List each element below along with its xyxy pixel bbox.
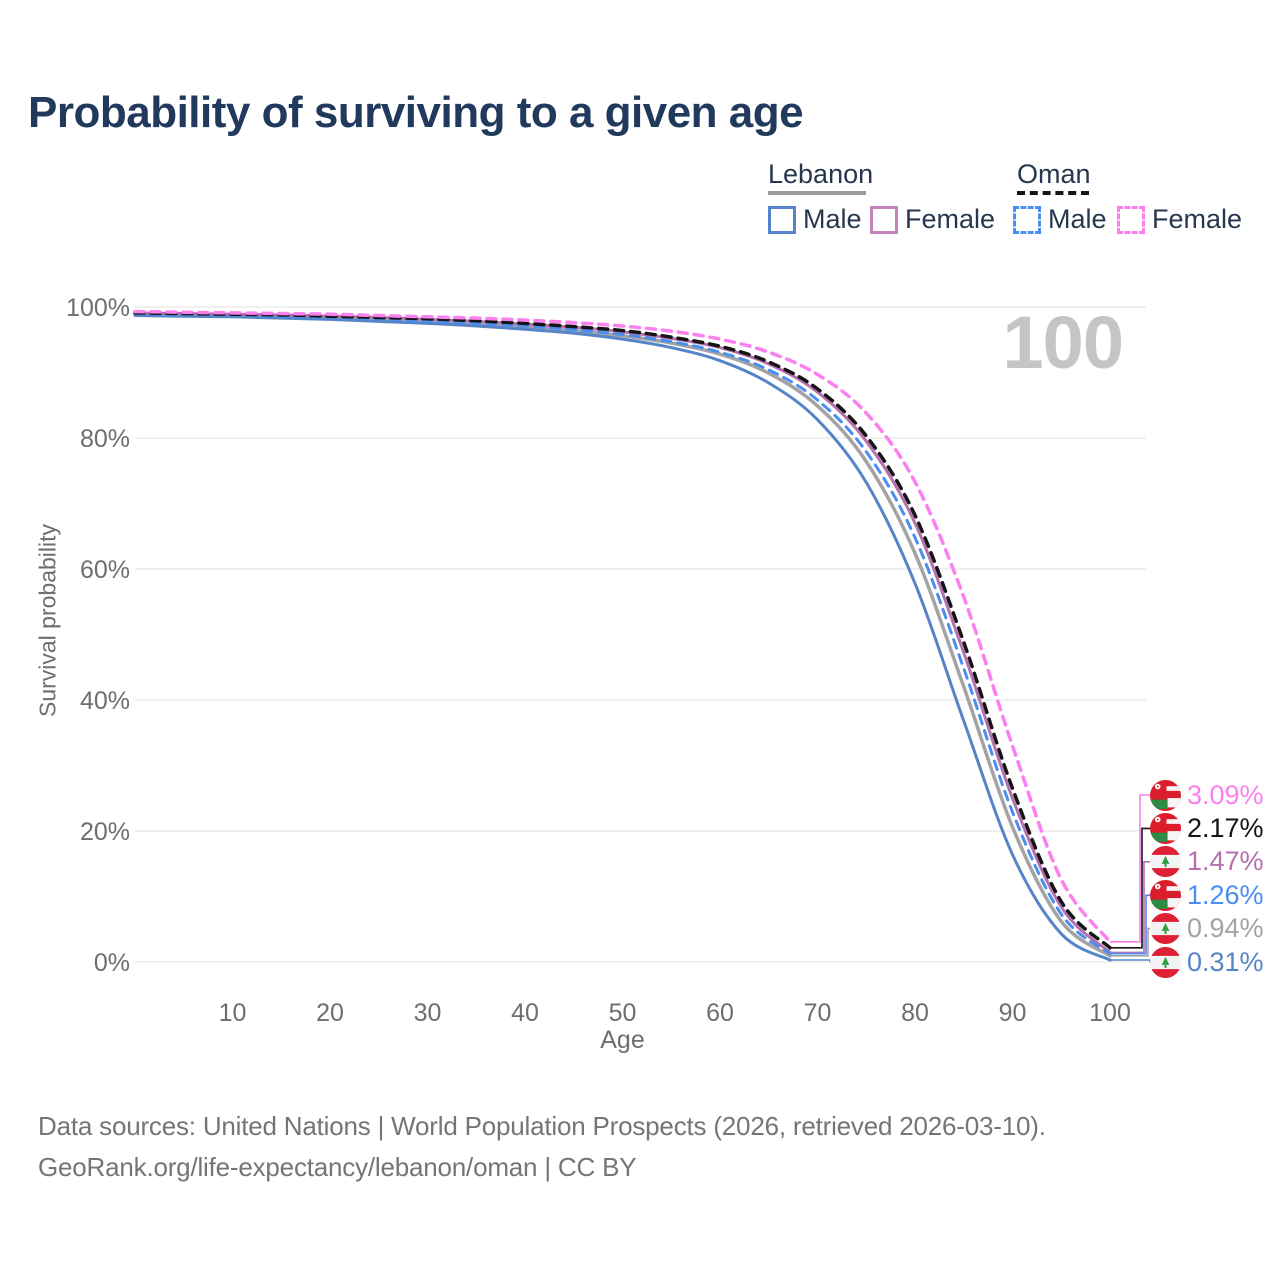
curve-oman-both-sexes [133,311,1112,950]
legend-item-oman-female[interactable]: Female [1117,204,1242,235]
lebanon-flag-icon [1150,846,1181,878]
svg-text:60%: 60% [80,556,130,584]
x-axis-tick-labels: 10 20 30 40 50 60 70 80 90 100 [219,999,1131,1027]
page-title: Probability of surviving to a given age [28,88,804,137]
series-end-label-lebanon-female: 1.47% [1150,845,1264,879]
age-counter-watermark: 100 [1002,301,1124,384]
svg-text:40%: 40% [80,687,130,715]
curve-lebanon-female [133,311,1112,954]
oman-female-swatch-icon[interactable] [1117,205,1145,234]
gridlines [135,306,1146,963]
legend-item-label: Female [905,204,996,234]
lebanon-flag-icon [1150,946,1181,978]
lebanon-line-sample [768,191,866,196]
lebanon-female-swatch-icon[interactable] [870,205,898,234]
lebanon-flag-icon [1150,913,1181,945]
svg-text:60: 60 [706,999,734,1027]
legend-item-label: Male [803,204,862,234]
legend-item-label: Male [1048,204,1107,234]
end-value-label: 2.17% [1187,812,1264,843]
legend-group-lebanon: Lebanon [768,159,874,196]
curve-lebanon-male [133,314,1112,962]
end-value-label: 1.47% [1187,846,1264,877]
svg-text:20: 20 [316,999,344,1027]
svg-text:80: 80 [901,999,929,1027]
legend-country-oman: Oman [1017,159,1091,189]
end-value-label: 1.26% [1187,879,1264,910]
series-end-label-lebanon-male: 0.31% [1150,945,1264,979]
svg-text:20%: 20% [80,818,130,846]
lebanon-male-swatch-icon[interactable] [768,205,796,234]
svg-text:100: 100 [1089,999,1131,1027]
svg-text:40: 40 [511,999,539,1027]
svg-text:100%: 100% [66,294,130,322]
svg-text:90: 90 [999,999,1027,1027]
svg-text:10: 10 [219,999,247,1027]
source-url-line: GeoRank.org/life-expectancy/lebanon/oman… [38,1152,637,1182]
footer-attribution: Data sources: United Nations | World Pop… [38,1106,1046,1188]
curve-oman-male [133,312,1112,956]
y-axis-tick-labels: 0% 20% 40% 60% 80% 100% [66,294,130,977]
oman-flag-icon [1150,779,1181,811]
survival-curves [133,309,1112,962]
end-value-label: 0.94% [1187,913,1264,944]
end-value-label: 0.31% [1187,946,1264,977]
end-label-connectors [1110,794,1152,963]
oman-flag-icon [1150,879,1181,911]
series-end-label-oman-female: 3.09% [1150,778,1264,812]
svg-text:30: 30 [414,999,442,1027]
legend-country-lebanon: Lebanon [768,159,874,189]
oman-line-sample [1017,191,1089,196]
legend-group-oman: Oman [1017,159,1091,196]
curve-lebanon-both-sexes [133,312,1112,958]
svg-text:80%: 80% [80,425,130,453]
series-end-label-lebanon-both-sexes: 0.94% [1150,912,1264,946]
series-end-label-oman-both-sexes: 2.17% [1150,811,1264,845]
oman-flag-icon [1150,812,1181,844]
svg-text:0%: 0% [94,949,130,977]
svg-text:50: 50 [609,999,637,1027]
svg-text:70: 70 [804,999,832,1027]
legend-item-oman-male[interactable]: Male [1013,204,1107,235]
curve-oman-female [133,309,1112,944]
legend-item-label: Female [1152,204,1243,234]
x-axis-title: Age [600,1026,645,1054]
series-end-label-oman-male: 1.26% [1150,878,1264,912]
end-value-label: 3.09% [1187,779,1264,810]
legend-item-lebanon-male[interactable]: Male [768,204,862,235]
data-sources-line: Data sources: United Nations | World Pop… [38,1111,1046,1141]
oman-male-swatch-icon[interactable] [1013,205,1041,234]
y-axis-title: Survival probability [34,523,61,718]
legend-item-lebanon-female[interactable]: Female [870,204,995,235]
